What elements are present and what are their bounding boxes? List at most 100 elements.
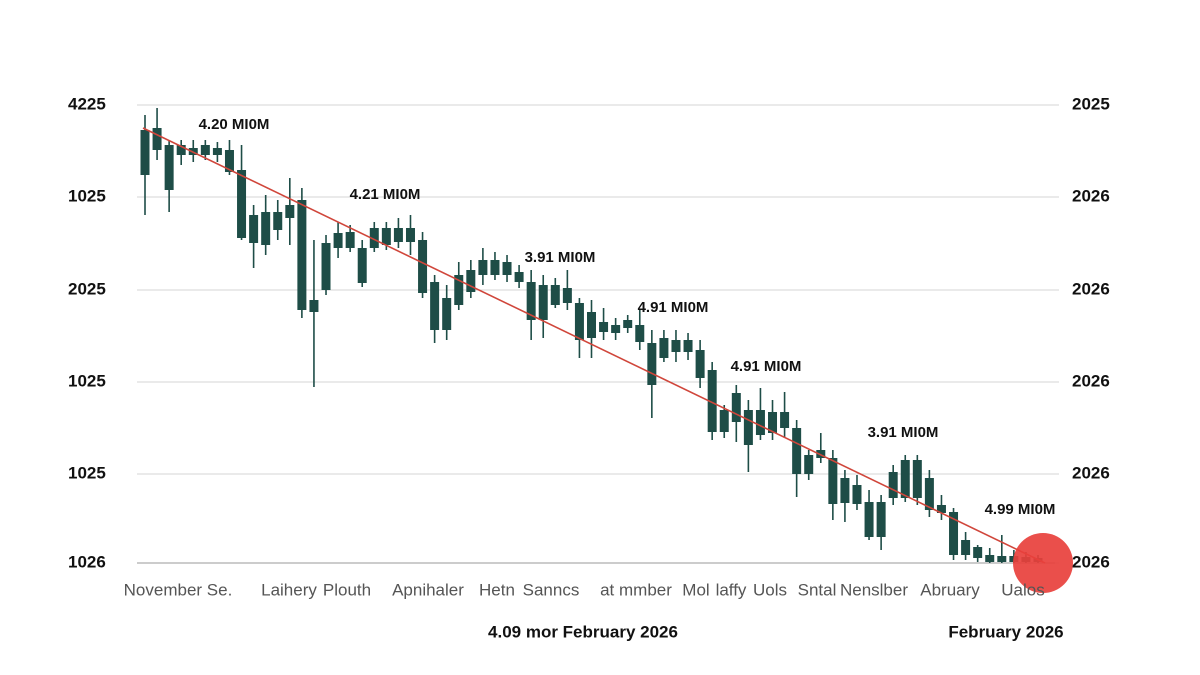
- candle-body: [140, 130, 150, 175]
- candle-body: [261, 212, 271, 245]
- candle-body: [249, 215, 259, 243]
- x-tick-label: Ualos: [1001, 580, 1044, 599]
- candle-body: [755, 410, 765, 435]
- candle-body: [792, 428, 802, 474]
- candle-body: [393, 228, 403, 242]
- candle-body: [237, 170, 247, 238]
- candle-body: [285, 205, 295, 218]
- candle-body: [719, 410, 729, 432]
- candle-body: [780, 412, 790, 428]
- candle-body: [152, 128, 162, 150]
- candle-body: [587, 312, 596, 338]
- candle-body: [273, 212, 283, 230]
- candle-body: [840, 478, 850, 503]
- candle-body: [212, 148, 222, 155]
- y2-tick-label: 2025: [1072, 94, 1110, 113]
- candle-body: [454, 275, 464, 305]
- x-tick-label: Mol: [682, 580, 709, 599]
- x-tick-label: Laihery: [261, 580, 317, 599]
- labels: 4225 1025 2025 1025 1025 1026 2025 2026 2026 2026…: [68, 94, 1110, 641]
- x-tick-label: Hetn: [479, 580, 515, 599]
- candle-body: [369, 228, 379, 248]
- x-tick-label: Sanncs: [523, 580, 580, 599]
- highlight-marker: [1013, 533, 1073, 593]
- annotation: 4.20 MI0M: [199, 116, 270, 133]
- candle-body: [176, 145, 186, 155]
- y2-tick-label: 2026: [1072, 279, 1110, 298]
- candle-body: [538, 285, 548, 320]
- annotation: 4.99 MI0M: [985, 501, 1056, 518]
- candle-body: [526, 282, 536, 320]
- candle-body: [888, 472, 898, 498]
- candle-body: [997, 556, 1007, 562]
- x-tick-label: at mmber: [600, 580, 672, 599]
- y-tick-label: 1026: [68, 552, 106, 571]
- candle-body: [442, 298, 452, 330]
- candle-body: [309, 300, 319, 312]
- annotation: 4.91 MI0M: [638, 299, 709, 316]
- candle-body: [574, 303, 584, 340]
- candle-body: [466, 270, 476, 292]
- x-tick-label: Plouth: [323, 580, 371, 599]
- candle-body: [623, 320, 633, 328]
- annotation: 3.91 MI0M: [868, 424, 939, 441]
- x-tick-label: Sntal: [798, 580, 837, 599]
- plot-area: [140, 108, 1046, 564]
- annotation: 4.91 MI0M: [731, 358, 802, 375]
- candle-body: [912, 460, 922, 498]
- candle-body: [333, 233, 343, 248]
- candle-body: [707, 370, 717, 432]
- candle-body: [768, 412, 778, 433]
- x-tick-label: Uols: [753, 580, 787, 599]
- y-tick-label: 1025: [68, 371, 106, 390]
- candle-body: [514, 272, 524, 282]
- candle-body: [635, 325, 645, 342]
- x-tick-label: Nenslber: [840, 580, 908, 599]
- candle-body: [671, 340, 681, 352]
- candle-body: [224, 150, 234, 172]
- candle-body: [900, 460, 910, 498]
- candle-body: [695, 350, 705, 378]
- trend-line: [142, 127, 1046, 564]
- x-tick-label: laffy: [716, 580, 747, 599]
- candle-body: [490, 260, 500, 275]
- annotation: 3.91 MI0M: [525, 249, 596, 266]
- y2-tick-label: 2026: [1072, 371, 1110, 390]
- candle-body: [611, 325, 621, 333]
- candle-body: [828, 458, 838, 504]
- candle-body: [743, 410, 753, 445]
- candle-body: [973, 547, 983, 558]
- candle-body: [659, 338, 669, 358]
- candle-body: [418, 240, 428, 293]
- x-tick-label: November Se.: [124, 580, 233, 599]
- candle-body: [381, 228, 391, 245]
- candle-body: [562, 288, 572, 303]
- x-tick-label: Abruary: [920, 580, 980, 599]
- candle-body: [876, 502, 886, 537]
- candle-body: [647, 343, 657, 385]
- y2-tick-label: 2026: [1072, 186, 1110, 205]
- candle-body: [864, 502, 874, 537]
- y2-tick-label: 2026: [1072, 463, 1110, 482]
- y-tick-label: 4225: [68, 94, 106, 113]
- y-tick-label: 2025: [68, 279, 106, 298]
- footnote: February 2026: [948, 622, 1063, 641]
- candle-body: [924, 478, 934, 510]
- candle-body: [852, 485, 862, 504]
- candle-body: [164, 145, 174, 190]
- y-tick-label: 1025: [68, 463, 106, 482]
- candle-body: [599, 322, 609, 332]
- y2-tick-label: 2026: [1072, 552, 1110, 571]
- candle-body: [357, 248, 367, 283]
- candle-body: [683, 340, 693, 352]
- candle-body: [936, 505, 946, 513]
- candle-body: [804, 455, 814, 474]
- candle-body: [949, 512, 959, 555]
- candle-body: [297, 200, 307, 310]
- candle-body: [321, 243, 331, 290]
- x-tick-label: Apnihaler: [392, 580, 464, 599]
- annotation: 4.21 MI0M: [350, 186, 421, 203]
- candle-body: [731, 393, 741, 422]
